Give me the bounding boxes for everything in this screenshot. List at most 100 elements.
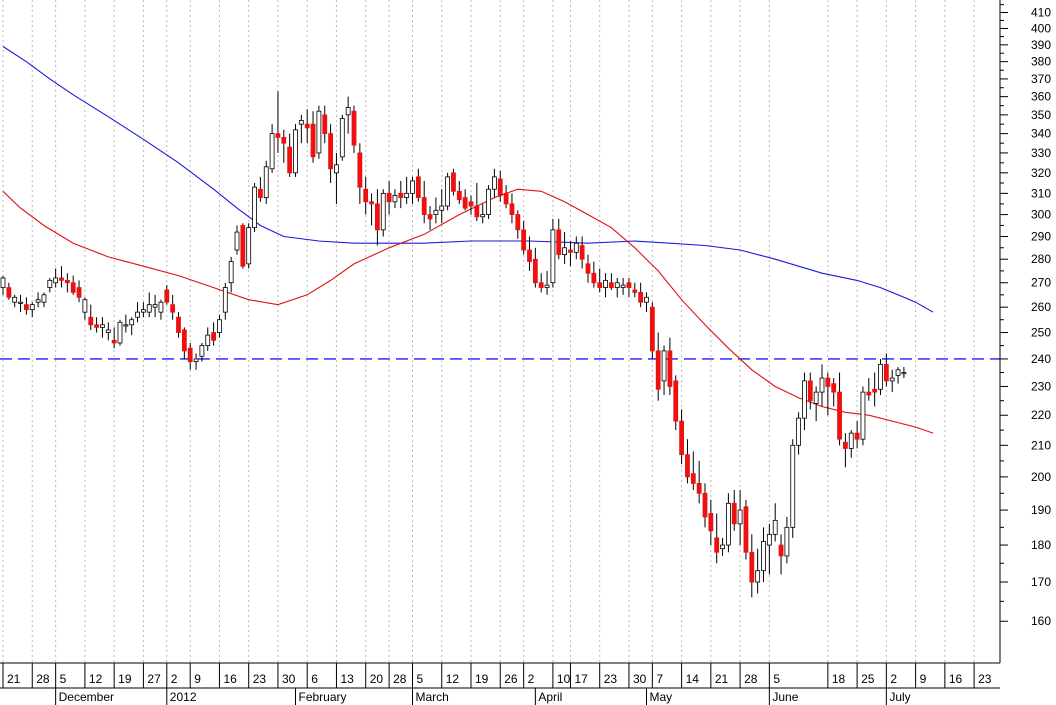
candle: [351, 105, 357, 153]
candle-body: [872, 388, 878, 393]
candle: [427, 206, 433, 230]
x-axis: 21 28 5 12 19 27 2 9 16 23 30 6 13 20 28 5 12 19 26 2 10 17 23…: [0, 662, 1000, 705]
candle-body: [88, 316, 94, 326]
candle-body: [667, 350, 673, 387]
candle-body: [357, 152, 363, 188]
candle-body: [328, 133, 334, 170]
candle: [620, 277, 626, 295]
candle-body: [544, 284, 550, 288]
y-tick-label: 180: [1031, 538, 1051, 552]
candle-body: [807, 380, 813, 402]
candle: [649, 302, 655, 359]
candle-body: [217, 319, 222, 333]
y-tick-label: 250: [1031, 326, 1051, 340]
candle: [29, 302, 35, 318]
candle: [480, 203, 486, 224]
candle: [597, 268, 603, 293]
candle-body: [503, 192, 509, 205]
candle-body: [439, 205, 445, 211]
candle: [474, 183, 480, 222]
candle-body: [837, 391, 842, 440]
candle: [655, 332, 661, 401]
candle: [298, 114, 304, 144]
candle: [491, 168, 497, 198]
candle-body: [848, 432, 854, 449]
candle: [737, 489, 743, 546]
candle-body: [199, 345, 205, 357]
x-day-label: 5: [773, 672, 780, 686]
candle: [802, 372, 807, 431]
candle-body: [392, 195, 398, 203]
candle-body: [35, 299, 41, 303]
candle: [363, 176, 369, 215]
y-tick-label: 240: [1031, 352, 1051, 366]
candle: [772, 503, 778, 542]
candle-body: [761, 541, 766, 572]
candle-body: [374, 203, 380, 231]
candle: [573, 236, 579, 260]
candle: [205, 327, 211, 351]
candle: [538, 273, 544, 293]
candle: [790, 439, 796, 538]
candle: [632, 282, 638, 298]
candle: [263, 160, 269, 204]
candle-body: [152, 304, 158, 308]
candle: [94, 317, 99, 333]
candle-body: [579, 245, 585, 260]
candle: [111, 327, 117, 349]
candle: [468, 195, 474, 215]
x-day-label: 2: [890, 672, 897, 686]
candle: [813, 386, 819, 422]
candle: [53, 268, 59, 288]
x-day-label: 21: [715, 672, 729, 686]
x-day-label: 5: [417, 672, 424, 686]
long-moving-average-line: [2, 46, 934, 313]
candle: [661, 345, 667, 395]
candle: [755, 548, 761, 594]
y-tick-label: 340: [1031, 127, 1051, 141]
candle-body: [100, 324, 105, 328]
candle: [825, 372, 831, 416]
candle-body: [550, 229, 556, 284]
candle: [287, 133, 293, 177]
candle-body: [702, 492, 708, 518]
candle-body: [766, 533, 772, 546]
candle-body: [696, 482, 702, 494]
candle-body: [281, 137, 287, 144]
candle-body: [825, 377, 831, 387]
candle-body: [53, 277, 59, 284]
candle: [901, 367, 907, 379]
candle-body: [380, 192, 386, 231]
candle: [609, 273, 614, 290]
candle: [170, 294, 176, 320]
candle: [614, 277, 620, 298]
candle-body: [117, 321, 123, 344]
candle: [211, 322, 217, 346]
x-month-label: February: [299, 690, 347, 704]
candle-body: [111, 339, 117, 344]
candle-body: [889, 377, 895, 382]
y-tick-label: 370: [1031, 72, 1051, 86]
candle: [70, 275, 76, 295]
candle-body: [146, 304, 152, 313]
y-tick-label: 280: [1031, 252, 1051, 266]
candle: [398, 180, 404, 209]
candle-body: [679, 420, 684, 456]
candle-body: [135, 311, 140, 318]
candle-body: [802, 380, 807, 419]
candle: [117, 319, 123, 346]
x-day-label: 25: [861, 672, 875, 686]
candle: [339, 114, 345, 161]
candle: [866, 378, 872, 401]
y-tick-label: 220: [1031, 408, 1051, 422]
candle-body: [170, 304, 176, 313]
candle-body: [228, 261, 234, 284]
candle: [281, 129, 287, 163]
candle: [673, 375, 679, 431]
candle-body: [18, 301, 23, 304]
candle-body: [731, 502, 737, 525]
candle: [527, 236, 532, 271]
candle: [269, 124, 275, 173]
candle: [761, 527, 766, 583]
